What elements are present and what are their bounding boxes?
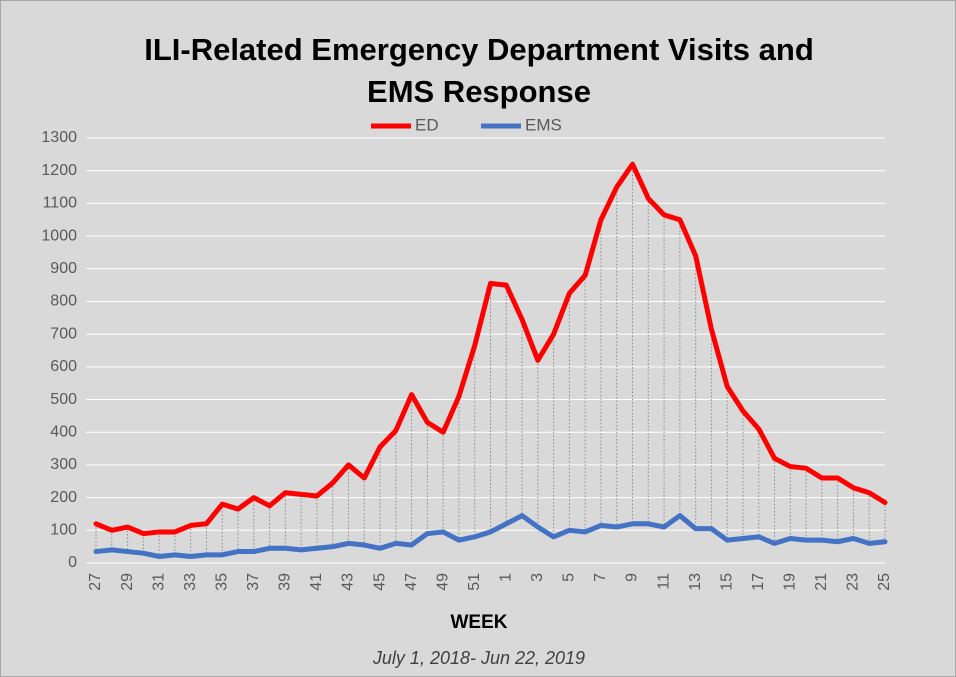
series-line [93, 161, 888, 537]
x-tick-label: 17 [750, 573, 767, 591]
x-tick-label: 7 [592, 573, 609, 582]
series-line [93, 513, 888, 559]
x-tick-label: 21 [813, 573, 830, 591]
y-tick-label: 900 [50, 260, 77, 277]
x-axis-label: WEEK [451, 612, 508, 633]
x-tick-label: 41 [308, 573, 325, 591]
x-tick-label: 29 [119, 573, 136, 591]
x-tick-label: 25 [876, 573, 893, 591]
x-tick-label: 43 [340, 573, 357, 591]
x-tick-label: 51 [466, 573, 483, 591]
y-tick-label: 1300 [41, 129, 77, 146]
y-tick-label: 200 [50, 489, 77, 506]
x-tick-label: 47 [403, 573, 420, 591]
y-tick-label: 1100 [43, 195, 78, 212]
x-tick-label: 45 [371, 573, 388, 591]
y-tick-label: 100 [50, 522, 77, 539]
legend-label: ED [415, 115, 439, 134]
x-tick-label: 37 [245, 573, 262, 591]
y-tick-label: 600 [50, 358, 77, 375]
x-tick-label: 3 [529, 573, 546, 582]
x-tick-label: 13 [687, 573, 704, 591]
y-tick-label: 0 [68, 554, 77, 571]
legend-label: EMS [525, 115, 562, 134]
x-tick-label: 49 [434, 573, 451, 591]
x-tick-label: 19 [782, 573, 799, 591]
y-tick-label: 500 [50, 391, 77, 408]
x-tick-label: 1 [497, 573, 514, 582]
x-tick-label: 5 [561, 573, 578, 582]
y-tick-label: 1200 [41, 162, 77, 179]
chart-title: ILI-Related Emergency Department Visits … [144, 32, 814, 109]
x-tick-label: 31 [150, 573, 167, 591]
x-tick-label: 23 [845, 573, 862, 591]
x-tick-label: 35 [213, 573, 230, 591]
x-tick-label: 27 [87, 573, 104, 591]
x-tick-label: 33 [182, 573, 199, 591]
y-tick-label: 1000 [41, 227, 77, 244]
x-tick-label: 11 [655, 573, 672, 590]
x-tick-label: 39 [277, 573, 294, 591]
y-tick-label: 400 [50, 423, 77, 440]
y-tick-label: 700 [50, 325, 77, 342]
x-tick-label: 15 [718, 573, 735, 591]
y-tick-label: 300 [50, 456, 77, 473]
x-tick-label: 9 [624, 573, 641, 582]
y-tick-label: 800 [50, 293, 77, 310]
subtitle: July 1, 2018- Jun 22, 2019 [372, 648, 585, 668]
